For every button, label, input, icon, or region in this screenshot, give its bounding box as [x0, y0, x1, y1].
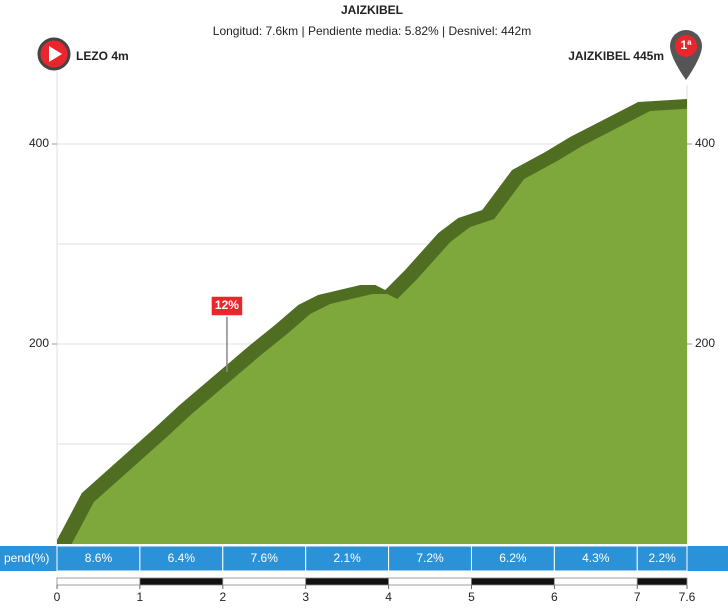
gradient-value-label: 2.2% [648, 551, 676, 565]
profile-area [57, 108, 687, 544]
gradient-value-label: 6.4% [168, 551, 196, 565]
end-marker: 1ª JAIZKIBEL 445m [568, 30, 702, 80]
y-tick-label: 200 [29, 336, 49, 350]
x-tick-label: 4 [385, 590, 392, 604]
km-bar-segment [636, 577, 688, 586]
profile [57, 99, 687, 544]
km-bar-segment [471, 577, 555, 586]
x-tick-label: 6 [551, 590, 558, 604]
gradient-label: pend(%) [4, 551, 49, 565]
start-icon-arrow [49, 46, 62, 62]
gradient-value-label: 4.3% [582, 551, 610, 565]
km-bar-segment [56, 577, 141, 586]
y2-tick-label: 200 [695, 336, 715, 350]
annotation-text: 12% [215, 298, 239, 312]
x-tick-label: 3 [302, 590, 309, 604]
y-tick-label: 400 [29, 136, 49, 150]
gradient-segment [56, 545, 141, 572]
gradient-value-label: 7.2% [416, 551, 444, 565]
km-bar-segment [305, 577, 389, 586]
gradient-value-label: 8.6% [85, 551, 113, 565]
gradient-value-label: 7.6% [251, 551, 279, 565]
start-marker: LEZO 4m [37, 37, 129, 71]
gradient-segment [636, 545, 688, 572]
gradient-segment [553, 545, 638, 572]
gradient-value-label: 6.2% [499, 551, 527, 565]
km-bar-segment [222, 577, 307, 586]
chart-title: JAIZKIBEL [341, 3, 403, 17]
x-tick-label: 7.6 [679, 590, 696, 604]
end-category: 1ª [680, 38, 692, 52]
end-icon [675, 35, 697, 57]
start-label: LEZO 4m [76, 49, 129, 63]
x-tick-label: 2 [219, 590, 226, 604]
x-tick-label: 1 [137, 590, 144, 604]
km-bar-segment [553, 577, 638, 586]
end-label: JAIZKIBEL 445m [568, 49, 664, 63]
y2-tick-label: 400 [695, 136, 715, 150]
gradient-segment [305, 545, 390, 572]
km-bar-segment [139, 577, 224, 586]
x-tick-label: 7 [634, 590, 641, 604]
gradient-segment [388, 545, 472, 572]
chart-subtitle: Longitud: 7.6km | Pendiente media: 5.82%… [213, 24, 531, 38]
km-bar-segment [388, 577, 472, 586]
x-tick-label: 0 [54, 590, 61, 604]
gradient-segment [470, 545, 555, 572]
annotation-box [210, 295, 244, 317]
x-tick-label: 5 [468, 590, 475, 604]
gradient-value-label: 2.1% [333, 551, 361, 565]
